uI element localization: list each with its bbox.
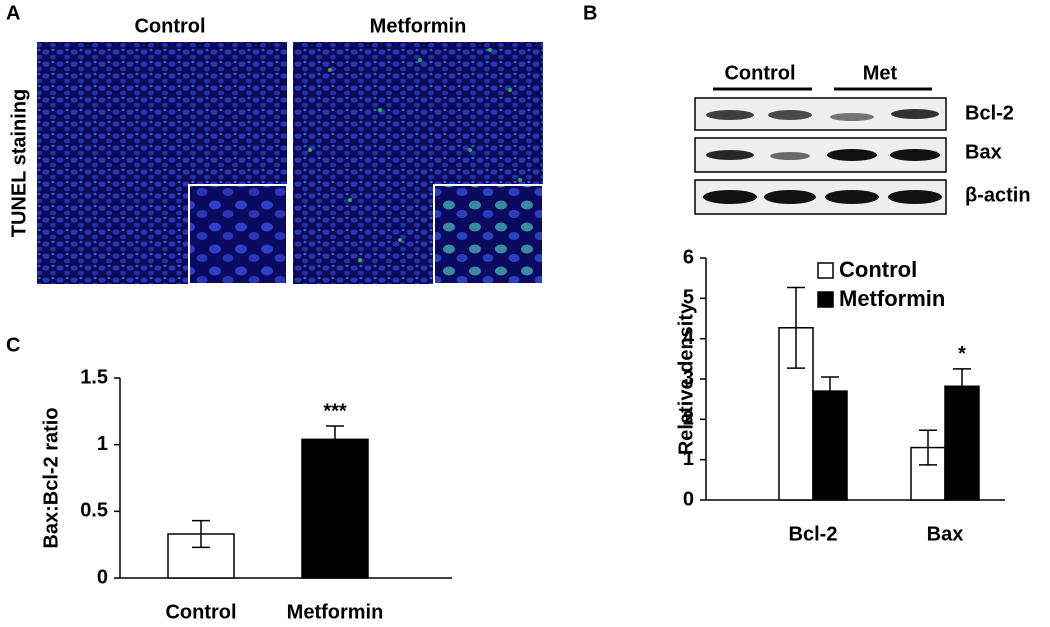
y-tick-label: 1: [683, 448, 694, 470]
x-tick-label: Control: [165, 601, 236, 623]
bar: [812, 390, 848, 501]
lane-group-label: Control: [724, 62, 795, 84]
significance-label: ***: [323, 400, 347, 422]
y-tick-label: 1.5: [80, 366, 108, 388]
blot-label: β-actin: [965, 184, 1031, 206]
image-title: Control: [134, 15, 205, 37]
legend-swatch: [817, 262, 834, 279]
lane-group-label: Met: [863, 62, 898, 84]
western-blot: [694, 97, 947, 215]
bar: [778, 327, 814, 501]
x-tick-label: Metformin: [287, 601, 384, 623]
y-tick-label: 0: [97, 566, 108, 588]
x-tick-label: Bcl-2: [789, 523, 838, 545]
blot-label: Bax: [965, 141, 1002, 163]
legend-label: Control: [839, 257, 917, 282]
y-tick-label: 0.5: [80, 500, 108, 522]
micrograph: [37, 42, 288, 285]
side-label: TUNEL staining: [8, 89, 30, 238]
significance-label: *: [958, 343, 966, 365]
legend-label: Metformin: [839, 286, 945, 311]
y-tick-label: 2: [683, 408, 694, 430]
y-tick-label: 6: [683, 246, 694, 268]
legend-swatch: [817, 291, 834, 308]
bar: [301, 438, 369, 579]
blot-label: Bcl-2: [965, 102, 1014, 124]
y-axis-label: Relative density: [675, 302, 697, 455]
y-axis-label: Bax:Bcl-2 ratio: [40, 407, 62, 548]
y-tick-label: 0: [683, 488, 694, 510]
image-title: Metformin: [370, 15, 467, 37]
y-tick-label: 5: [683, 287, 694, 309]
y-tick-label: 3: [683, 367, 694, 389]
y-tick-label: 4: [683, 327, 695, 349]
micrograph: [293, 42, 544, 285]
panel-label: A: [6, 2, 20, 24]
panel-label: C: [6, 334, 20, 356]
x-tick-label: Bax: [927, 523, 964, 545]
y-tick-label: 1: [97, 433, 108, 455]
panel-label: B: [583, 2, 597, 24]
